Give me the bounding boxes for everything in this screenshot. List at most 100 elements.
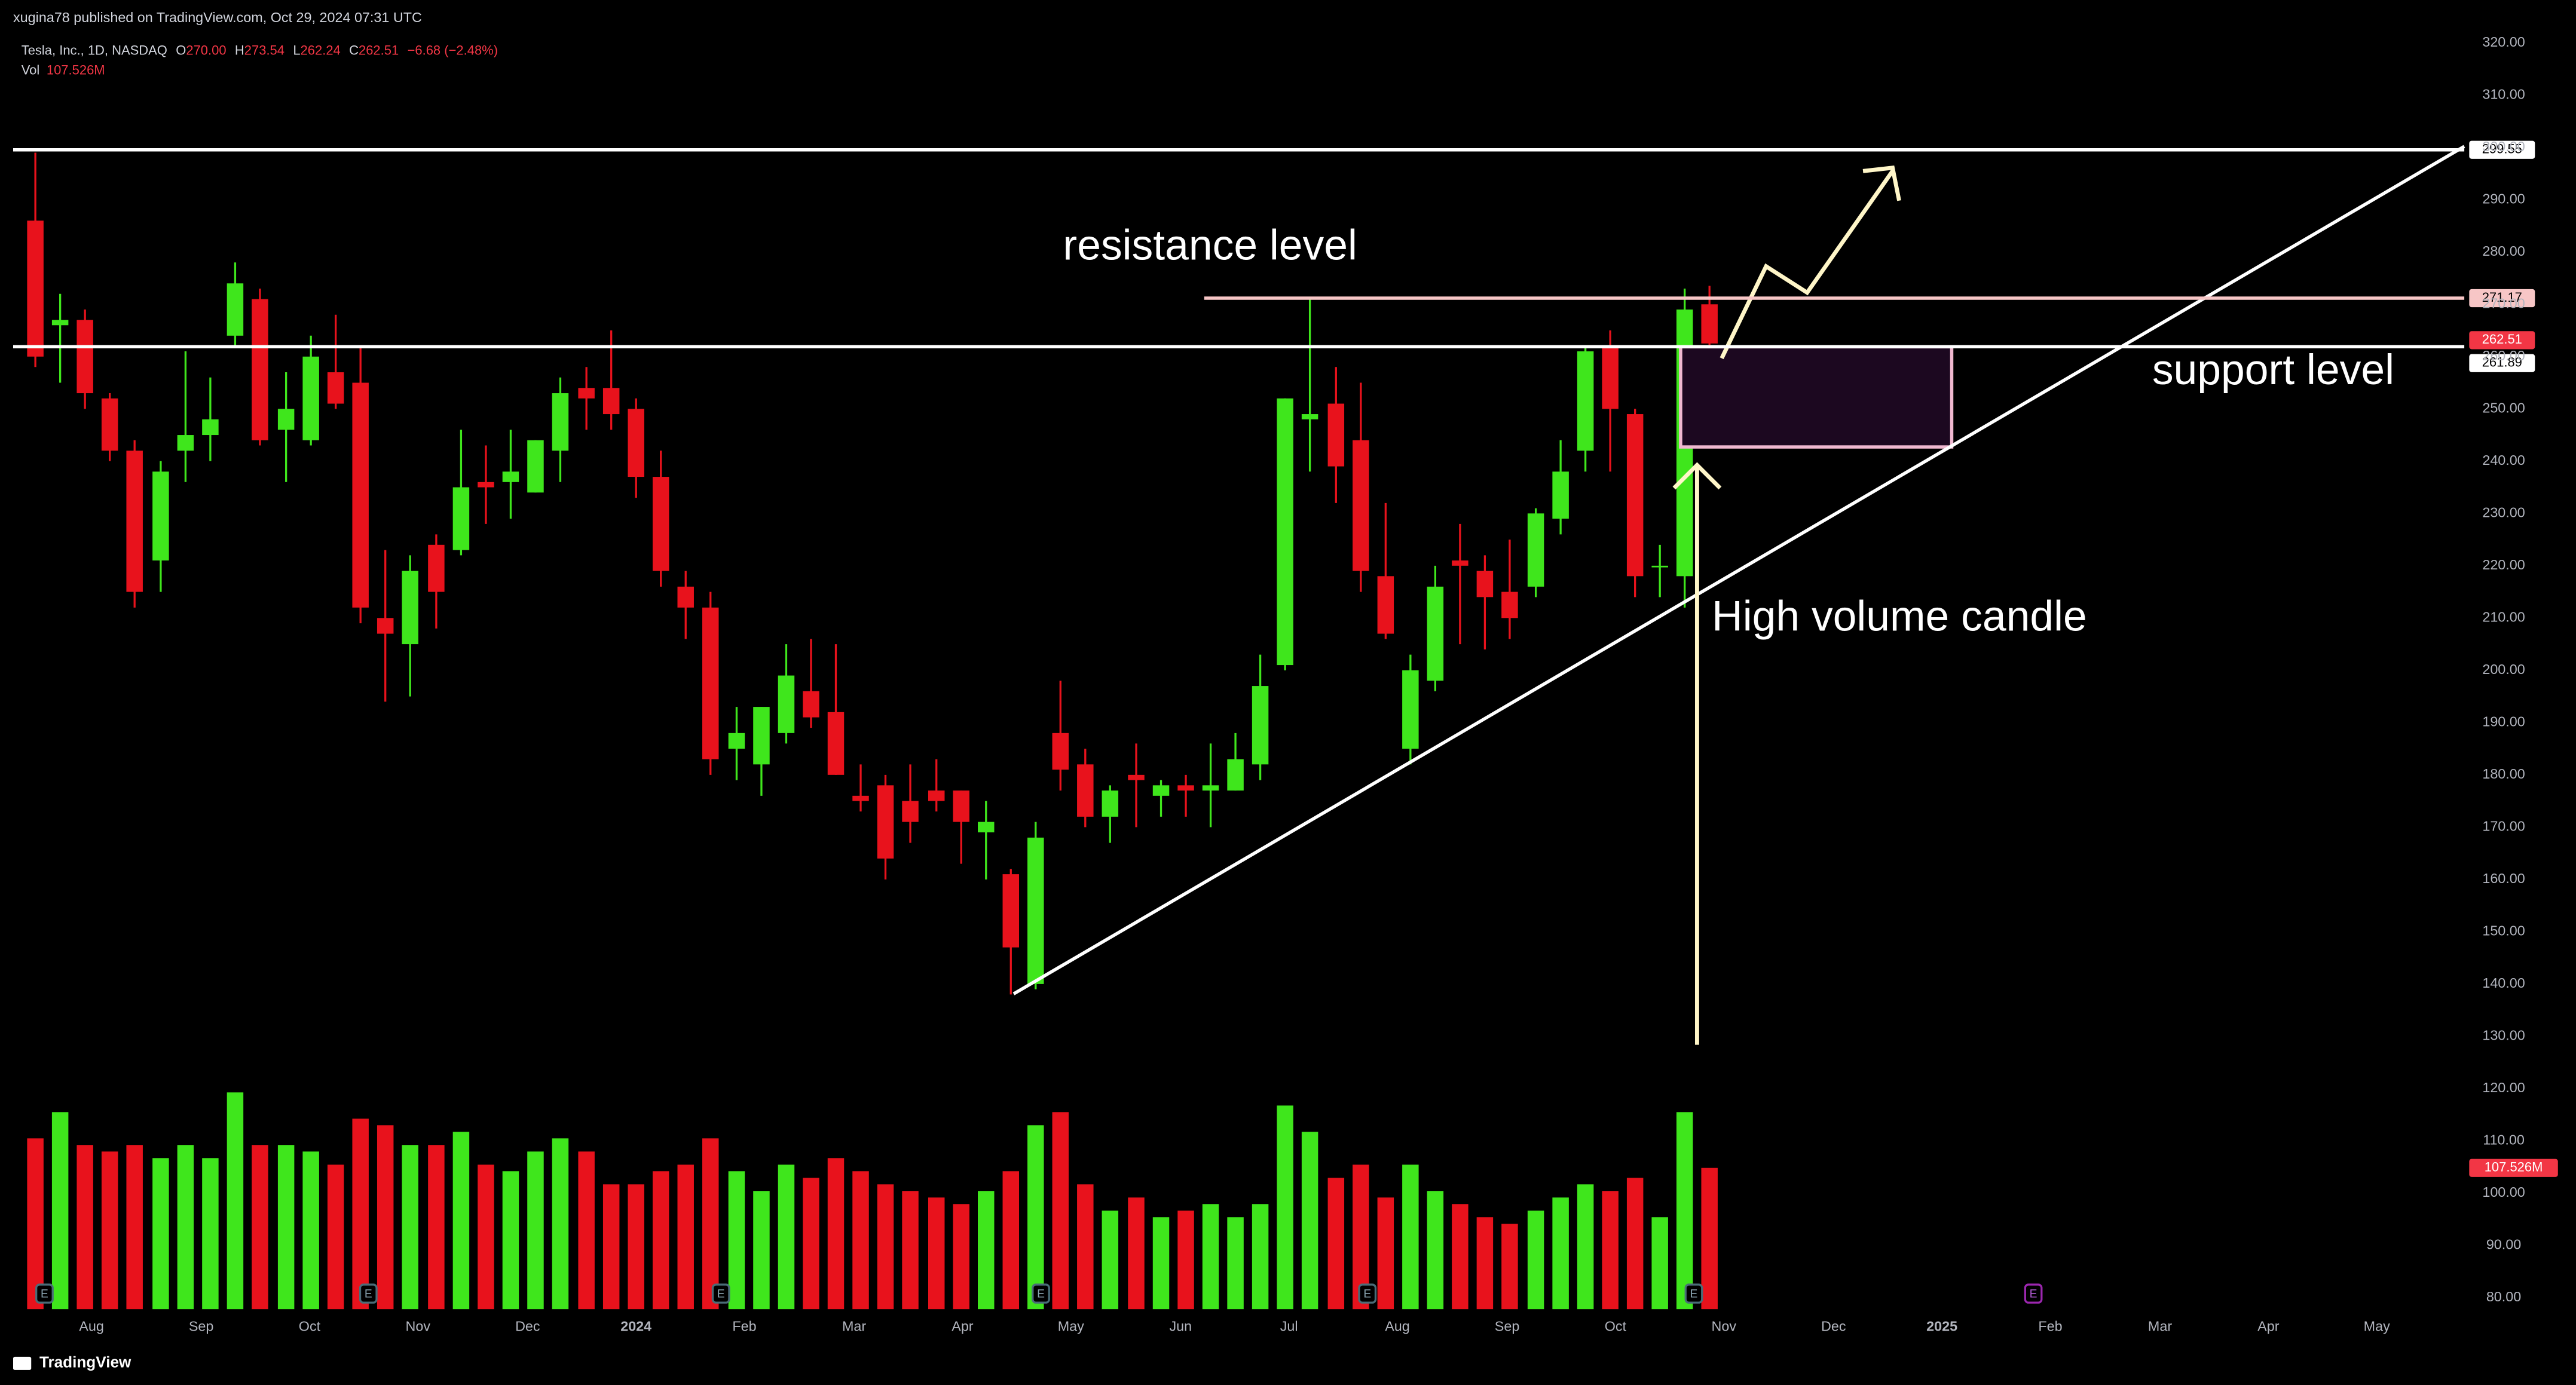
level-badge: 299.55 <box>2482 142 2522 157</box>
volume-bar <box>1701 1168 1718 1310</box>
candle-body <box>51 320 69 326</box>
candle-body <box>728 733 745 749</box>
candle-body <box>1052 733 1069 770</box>
volume-bar <box>1626 1178 1644 1310</box>
volume-bar <box>1027 1125 1044 1310</box>
volume-bar <box>452 1132 470 1310</box>
x-tick-label: Mar <box>2148 1319 2172 1334</box>
candle-body <box>1501 592 1518 618</box>
arrow-head <box>1862 166 1901 201</box>
candle-body <box>277 409 295 430</box>
candle-body <box>1626 414 1644 577</box>
x-tick-label: Jul <box>1280 1319 1298 1334</box>
y-tick-label: 190.00 <box>2482 714 2525 730</box>
arrow-head <box>1672 462 1722 490</box>
volume-bar <box>552 1138 569 1310</box>
candle-body <box>877 785 894 859</box>
volume-bar <box>1527 1211 1544 1310</box>
volume-bar <box>1602 1191 1619 1310</box>
volume-badge-bg <box>2469 1159 2558 1177</box>
candle-body <box>1202 785 1219 791</box>
candle-body <box>1476 571 1494 597</box>
volume-badge: 107.526M <box>2485 1160 2543 1175</box>
candle-body <box>1102 790 1119 817</box>
earnings-marker <box>1358 1283 1377 1304</box>
candle-body <box>552 393 569 451</box>
candle-body <box>1027 837 1044 984</box>
candle-body <box>352 382 369 608</box>
legend-key: C <box>349 42 359 57</box>
volume-bar <box>677 1165 694 1310</box>
volume-bar <box>527 1151 544 1310</box>
legend-value: 273.54 <box>244 42 284 57</box>
earnings-label: E <box>365 1288 372 1300</box>
y-tick-label: 180.00 <box>2482 766 2525 782</box>
footer: TradingView <box>39 1353 131 1371</box>
x-tick-label: 2024 <box>620 1319 651 1334</box>
candle-body <box>327 372 344 404</box>
y-tick-label: 320.00 <box>2482 34 2525 50</box>
candle-layer <box>27 152 1718 995</box>
candle-body <box>402 571 418 645</box>
candle-body <box>978 822 995 833</box>
x-tick-label: Dec <box>515 1319 540 1334</box>
volume-bar <box>1427 1191 1444 1310</box>
candle-body <box>1301 414 1318 419</box>
x-tick-label: May <box>1058 1319 1084 1334</box>
candle-body <box>1152 785 1170 796</box>
y-tick-label: 300.00 <box>2482 139 2525 154</box>
y-tick-label: 120.00 <box>2482 1080 2525 1095</box>
projection-arrow <box>1720 170 1895 360</box>
candle-body <box>1452 560 1468 566</box>
volume-layer <box>27 1092 1718 1310</box>
y-tick-label: 150.00 <box>2482 923 2525 939</box>
volume-bar <box>602 1184 620 1310</box>
candle-body <box>1377 576 1394 634</box>
annotation: support level <box>2152 346 2394 394</box>
candle-body <box>602 388 620 415</box>
level-badge-bg <box>2469 140 2535 159</box>
candle-body <box>527 440 544 493</box>
candle-body <box>1552 471 1569 519</box>
candle-body <box>252 299 268 440</box>
volume-bar <box>803 1178 819 1310</box>
volume-bar <box>352 1119 369 1310</box>
candle-body <box>1327 403 1345 467</box>
y-tick-label: 240.00 <box>2482 452 2525 468</box>
volume-bar <box>953 1204 969 1310</box>
volume-bar <box>1102 1211 1119 1310</box>
candle-body <box>953 790 969 822</box>
y-tick-label: 110.00 <box>2483 1132 2525 1148</box>
volume-bar <box>778 1165 795 1310</box>
volume-bar <box>1077 1184 1094 1310</box>
volume-bar <box>1301 1132 1318 1310</box>
volume-bar <box>702 1138 719 1310</box>
earnings-label: E <box>1363 1288 1371 1300</box>
trendline <box>1012 145 2465 995</box>
drawings: resistance level support level High volu… <box>1012 145 2465 1045</box>
candle-body <box>27 220 44 357</box>
annotation: High volume candle <box>1712 593 2087 641</box>
candle-body <box>1227 759 1244 791</box>
candle-body <box>101 398 118 451</box>
candle-body <box>177 435 194 451</box>
volume-bar <box>327 1165 344 1310</box>
earnings-marker <box>35 1283 54 1304</box>
volume-bar <box>1052 1112 1069 1310</box>
x-tick-label: Aug <box>1385 1319 1410 1334</box>
volume-bar <box>877 1184 894 1310</box>
level-layer: 299.55 271.17 261.89 262.51 107.526M <box>13 140 2558 1177</box>
candle-body <box>1177 785 1194 791</box>
volume-bar <box>1501 1224 1518 1310</box>
volume-bar <box>478 1165 494 1310</box>
level-badge-bg <box>2469 289 2535 308</box>
y-tick-label: 260.00 <box>2482 348 2525 363</box>
y-tick-label: 100.00 <box>2482 1184 2525 1200</box>
volume-bar <box>428 1145 445 1310</box>
candle-body <box>502 471 519 482</box>
candle-body <box>677 586 694 608</box>
volume-bar <box>1577 1184 1594 1310</box>
volume-bar <box>101 1151 118 1310</box>
volume-bar <box>77 1145 93 1310</box>
